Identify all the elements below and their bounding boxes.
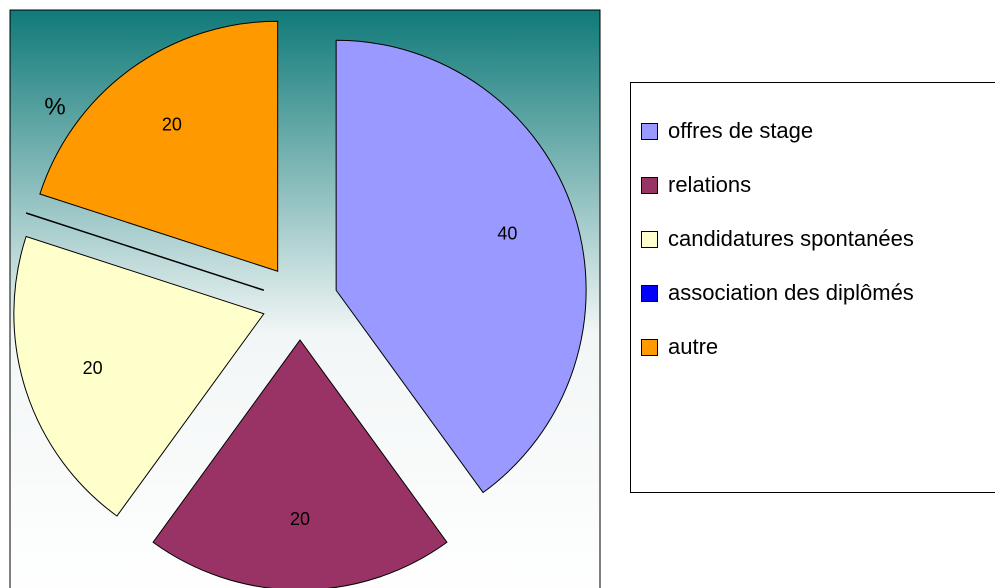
- legend-swatch: [641, 231, 658, 248]
- unit-label: %: [44, 93, 65, 120]
- legend-label: relations: [668, 172, 751, 197]
- pie-slice: [152, 339, 448, 588]
- pie-slice: [335, 39, 587, 494]
- data-label: 40: [497, 223, 517, 243]
- pie-slice: [39, 20, 279, 272]
- data-label: 20: [290, 509, 310, 529]
- legend-label: candidatures spontanées: [668, 226, 914, 251]
- pie-slice: [25, 212, 265, 291]
- data-label: 20: [83, 358, 103, 378]
- legend-label: offres de stage: [668, 118, 813, 143]
- legend-swatch: [641, 123, 658, 140]
- legend-swatch: [641, 285, 658, 302]
- legend-swatch: [641, 339, 658, 356]
- data-label: 20: [162, 114, 182, 134]
- pie-slice: [13, 235, 265, 517]
- legend-swatch: [641, 177, 658, 194]
- legend-label: association des diplômés: [668, 280, 914, 305]
- legend-label: autre: [668, 334, 718, 359]
- legend-box: [630, 82, 995, 493]
